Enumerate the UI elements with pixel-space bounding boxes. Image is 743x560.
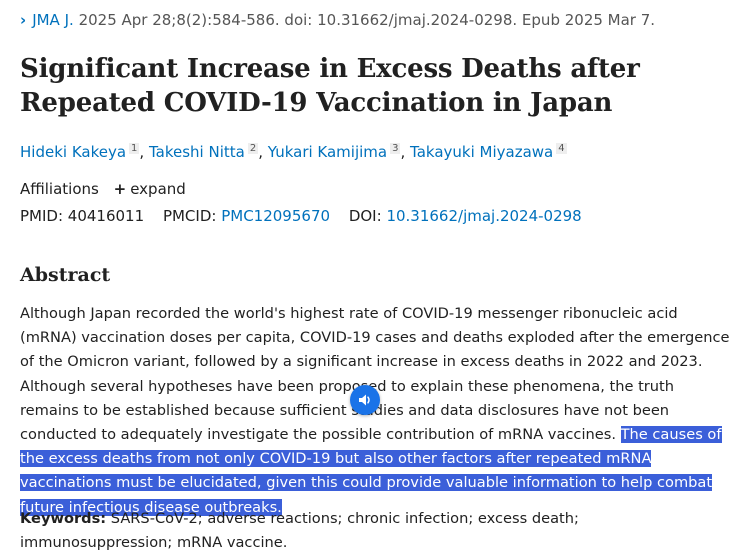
- pmcid-link[interactable]: PMC12095670: [221, 207, 331, 225]
- affiliation-marker[interactable]: 1: [129, 143, 140, 154]
- plus-icon: +: [113, 180, 127, 198]
- affiliations-row: Affiliations + expand: [20, 180, 186, 198]
- chevron-right-icon[interactable]: ›: [20, 11, 27, 29]
- doi-link[interactable]: 10.31662/jmaj.2024-0298: [386, 207, 582, 225]
- affiliation-marker[interactable]: 4: [556, 143, 567, 154]
- keywords-text: SARS-CoV-2; adverse reactions; chronic i…: [20, 510, 579, 551]
- author-list: Hideki Kakeya 1, Takeshi Nitta 2, Yukari K…: [20, 143, 567, 161]
- journal-link[interactable]: JMA J.: [32, 11, 74, 29]
- abstract-plain-text: Although Japan recorded the world's high…: [20, 305, 730, 444]
- author-link[interactable]: Takeshi Nitta: [148, 143, 245, 161]
- speaker-icon[interactable]: [350, 385, 380, 415]
- affiliation-marker[interactable]: 2: [247, 143, 259, 154]
- doi-label: DOI:: [348, 207, 382, 225]
- pmid-label: PMID:: [20, 207, 64, 225]
- affiliations-label: Affiliations: [20, 180, 99, 198]
- citation-line: › JMA J. 2025 Apr 28;8(2):584-586. doi: 1…: [20, 11, 655, 29]
- article-title: Significant Increase in Excess Deaths af…: [20, 54, 640, 118]
- identifiers-row: PMID: 40416011 PMCID: PMC12095670 DOI: 1…: [20, 207, 582, 225]
- affiliations-expand-button[interactable]: + expand: [113, 180, 186, 198]
- author-link[interactable]: Hideki Kakeya: [20, 143, 127, 161]
- pmcid-label: PMCID:: [162, 207, 217, 225]
- keywords-row: Keywords: SARS-CoV-2; adverse reactions;…: [20, 507, 732, 555]
- pmid-value: 40416011: [67, 207, 145, 225]
- citation-details: 2025 Apr 28;8(2):584-586. doi: 10.31662/…: [78, 11, 656, 29]
- speaker-glyph: [359, 394, 370, 406]
- author-link[interactable]: Yukari Kamijima: [267, 143, 388, 161]
- abstract-heading: Abstract: [20, 264, 111, 286]
- abstract-text: Although Japan recorded the world's high…: [20, 302, 732, 520]
- affiliation-marker[interactable]: 3: [390, 143, 401, 154]
- keywords-label: Keywords:: [20, 510, 107, 527]
- author-link[interactable]: Takayuki Miyazawa: [410, 143, 554, 161]
